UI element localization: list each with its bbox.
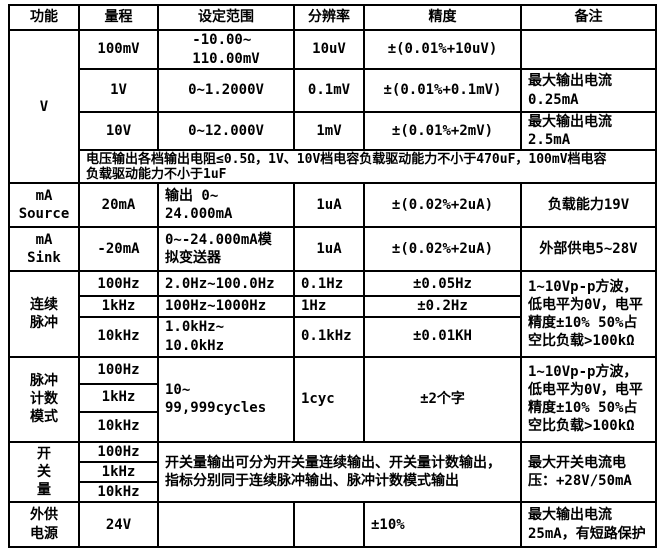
cell-v-1v-setting: 0~1.2000V	[157, 68, 295, 113]
cell-cp-10khz-setting: 1.0kHz~ 10.0kHz	[157, 315, 295, 358]
cell-sw-1khz-range: 1kHz	[78, 460, 159, 483]
cell-ext-remarks: 最大输出电流 25mA，有短路保护	[520, 501, 657, 548]
cell-v-1v-resolution: 0.1mV	[293, 68, 365, 113]
row-cp-100hz: 连续 脉冲 100Hz 2.0Hz~100.0Hz 0.1Hz ±0.05Hz …	[8, 270, 657, 358]
cell-sw-10khz-range: 10kHz	[78, 480, 159, 504]
header-resolution: 分辨率	[293, 4, 365, 31]
cell-ext-function: 外供 电源	[8, 501, 80, 548]
row-v-100mv: V 100mV -10.00~ 110.00mV 10uV ±(0.01%+10…	[8, 28, 657, 185]
row-cp-10khz: 10kHz 1.0kHz~ 10.0kHz 0.1kHz ±0.01KH	[9, 315, 656, 358]
cell-cp-100hz-accuracy: ±0.05Hz	[363, 270, 522, 298]
cell-v-100mv-resolution: 10uV	[293, 29, 365, 70]
cell-ma-sink-setting: 0~-24.000mA模 拟变送器	[157, 226, 295, 273]
cell-sw-function: 开 关 量	[8, 440, 80, 504]
row-v-1v: 1V 0~1.2000V 0.1mV ±(0.01%+0.1mV) 最大输出电流…	[9, 68, 657, 113]
cell-v-function: V	[8, 28, 80, 185]
cell-v-100mv-setting: -10.00~ 110.00mV	[157, 29, 295, 70]
cell-cp-10khz-resolution: 0.1kHz	[293, 315, 365, 358]
cell-v-10v-resolution: 1mV	[293, 110, 365, 152]
row-pc-1khz: 1kHz	[9, 382, 656, 413]
cell-ma-source-resolution: 1uA	[293, 182, 365, 229]
header-setting-range: 设定范围	[157, 4, 295, 31]
cell-v-1v-remarks: 最大输出电流 0.25mA	[520, 68, 657, 113]
spec-table: 功能 量程 设定范围 分辨率 精度 备注 V 100mV -10.00~ 110…	[8, 4, 657, 548]
cell-v-1v-accuracy: ±(0.01%+0.1mV)	[363, 68, 522, 113]
cell-cp-1khz-setting: 100Hz~1000Hz	[157, 295, 295, 318]
cell-ext-range: 24V	[78, 501, 159, 548]
cell-ext-resolution	[293, 501, 365, 548]
row-ma-source: mA Source 20mA 输出 0~ 24.000mA 1uA ±(0.02…	[8, 182, 657, 229]
cell-ext-accuracy: ±10%	[363, 501, 522, 548]
cell-v-100mv-accuracy: ±(0.01%+10uV)	[363, 29, 522, 70]
cell-cp-remarks: 1~10Vp-p方波， 低电平为0V，电平 精度±10% 50%占 空比负载>1…	[520, 270, 657, 358]
cell-cp-100hz-resolution: 0.1Hz	[293, 270, 365, 298]
cell-v-1v-range: 1V	[78, 68, 159, 113]
row-v-note: 电压输出各档输出电阻≤0.5Ω，1V、10V档电容负载驱动能力不小于470uF，…	[9, 149, 657, 185]
header-row: 功能 量程 设定范围 分辨率 精度 备注	[8, 4, 657, 31]
cell-cp-100hz-range: 100Hz	[78, 270, 159, 298]
cell-ma-sink-resolution: 1uA	[293, 226, 365, 273]
cell-v-10v-accuracy: ±(0.01%+2mV)	[363, 110, 522, 152]
cell-v-10v-range: 10V	[78, 110, 159, 152]
cell-text: -10.00~ 110.00mV	[192, 32, 260, 67]
row-v-10v: 10V 0~12.000V 1mV ±(0.01%+2mV) 最大输出电流2.5…	[9, 110, 657, 152]
cell-v-100mv-range: 100mV	[78, 29, 159, 70]
cell-sw-remarks: 最大开关电流电 压：+28V/50mA	[520, 440, 657, 504]
cell-pc-100hz-range: 100Hz	[78, 355, 159, 385]
cell-ma-source-function: mA Source	[8, 182, 80, 229]
cell-v-100mv-remarks	[520, 29, 657, 70]
row-pc-100hz: 脉冲 计数 模式 100Hz 10~ 99,999cycles 1cyc ±2个…	[8, 355, 657, 443]
cell-ma-sink-remarks: 外部供电5~28V	[520, 226, 657, 273]
cell-pc-1khz-range: 1kHz	[78, 382, 159, 413]
header-function: 功能	[8, 4, 80, 31]
cell-pc-setting: 10~ 99,999cycles	[157, 355, 295, 443]
cell-sw-100hz-range: 100Hz	[78, 440, 159, 463]
cell-pc-function: 脉冲 计数 模式	[8, 355, 80, 443]
header-remarks: 备注	[520, 4, 657, 31]
row-sw-10khz: 10kHz	[9, 480, 656, 504]
row-ext-power: 外供 电源 24V ±10% 最大输出电流 25mA，有短路保护	[8, 501, 657, 548]
header-accuracy: 精度	[363, 4, 522, 31]
cell-cp-1khz-range: 1kHz	[78, 295, 159, 318]
cell-v-10v-setting: 0~12.000V	[157, 110, 295, 152]
cell-cp-1khz-resolution: 1Hz	[293, 295, 365, 318]
header-range: 量程	[78, 4, 159, 31]
cell-ma-sink-accuracy: ±(0.02%+2uA)	[363, 226, 522, 273]
cell-pc-accuracy: ±2个字	[363, 355, 522, 443]
cell-ma-source-remarks: 负载能力19V	[520, 182, 657, 229]
cell-v-10v-remarks: 最大输出电流2.5mA	[520, 110, 657, 152]
cell-pc-remarks: 1~10Vp-p方波， 低电平为0V，电平 精度±10% 50%占 空比负载>1…	[520, 355, 657, 443]
row-ma-sink: mA Sink -20mA 0~-24.000mA模 拟变送器 1uA ±(0.…	[8, 226, 657, 273]
cell-cp-1khz-accuracy: ±0.2Hz	[363, 295, 522, 318]
cell-cp-10khz-range: 10kHz	[78, 315, 159, 358]
cell-ma-sink-function: mA Sink	[8, 226, 80, 273]
cell-sw-description: 开关量输出可分为开关量连续输出、开关量计数输出， 指标分别同于连续脉冲输出、脉冲…	[157, 440, 522, 504]
cell-v-note: 电压输出各档输出电阻≤0.5Ω，1V、10V档电容负载驱动能力不小于470uF，…	[78, 149, 657, 185]
cell-ma-source-accuracy: ±(0.02%+2uA)	[363, 182, 522, 229]
cell-pc-resolution: 1cyc	[293, 355, 365, 443]
row-sw-1khz: 1kHz	[9, 460, 656, 483]
cell-cp-10khz-accuracy: ±0.01KH	[363, 315, 522, 358]
cell-ext-setting	[157, 501, 295, 548]
cell-ma-source-range: 20mA	[78, 182, 159, 229]
cell-ma-source-setting: 输出 0~ 24.000mA	[157, 182, 295, 229]
cell-ma-sink-range: -20mA	[78, 226, 159, 273]
row-sw-100hz: 开 关 量 100Hz 开关量输出可分为开关量连续输出、开关量计数输出， 指标分…	[8, 440, 657, 504]
row-pc-10khz: 10kHz	[9, 410, 656, 443]
row-cp-1khz: 1kHz 100Hz~1000Hz 1Hz ±0.2Hz	[9, 295, 656, 318]
cell-cp-100hz-setting: 2.0Hz~100.0Hz	[157, 270, 295, 298]
cell-cp-function: 连续 脉冲	[8, 270, 80, 358]
cell-pc-10khz-range: 10kHz	[78, 410, 159, 443]
